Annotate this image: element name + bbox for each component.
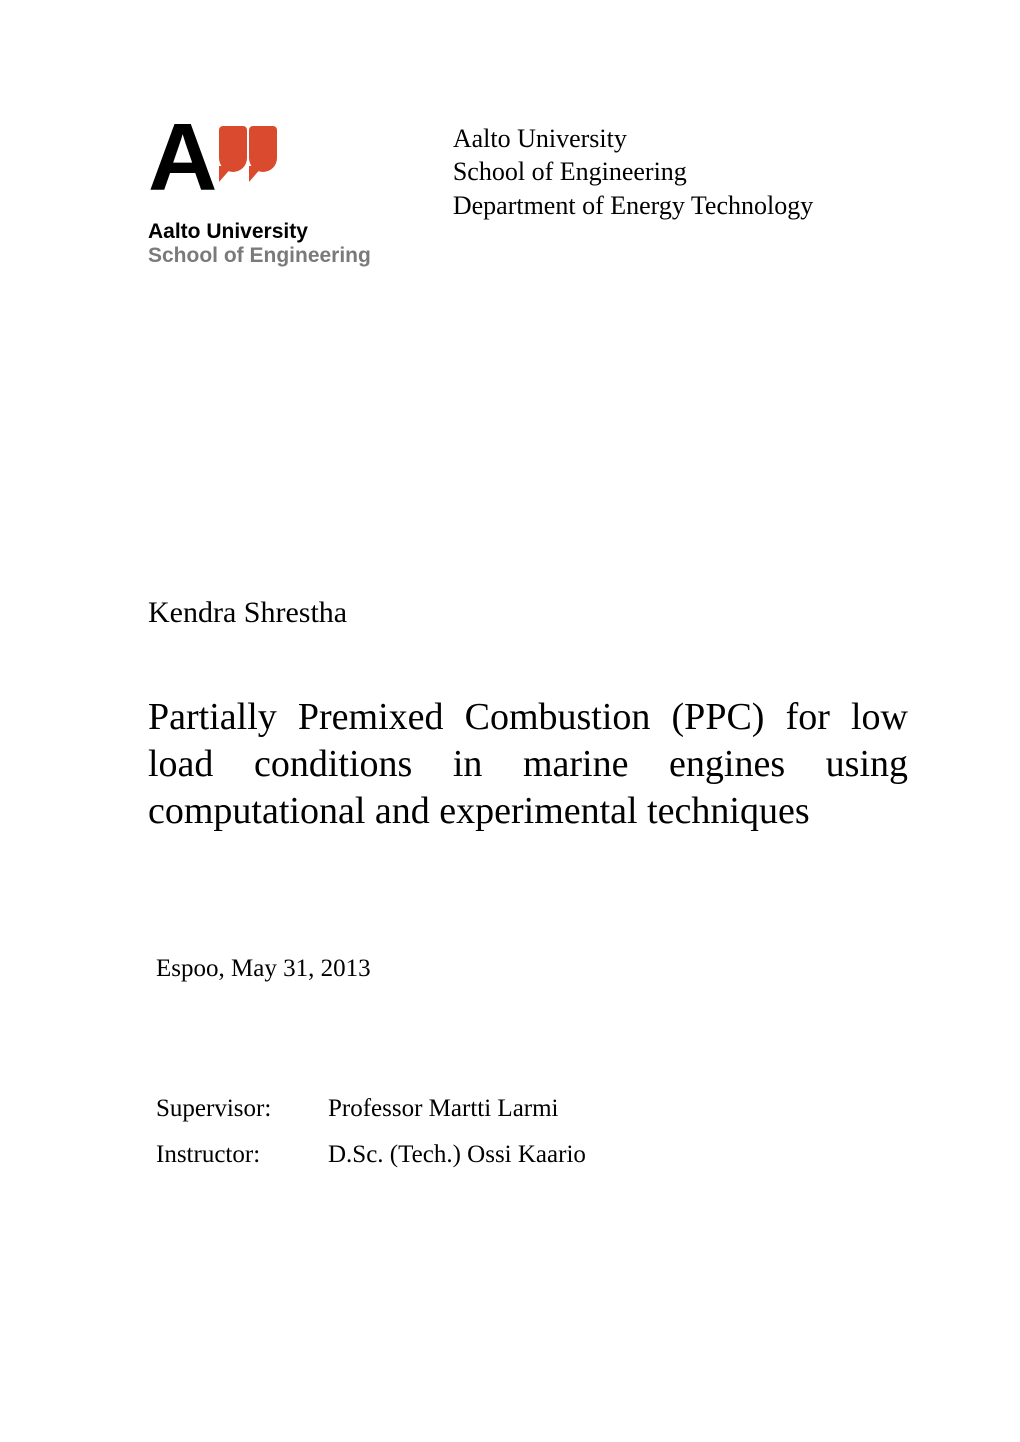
credit-label: Instructor:	[156, 1141, 328, 1169]
affiliation-line: School of Engineering	[453, 155, 908, 188]
credit-row-instructor: Instructor: D.Sc. (Tech.) Ossi Kaario	[156, 1141, 908, 1169]
quote-icon	[219, 126, 247, 172]
credit-value: Professor Martti Larmi	[328, 1095, 559, 1123]
place-date: Espoo, May 31, 2013	[156, 955, 908, 983]
logo-letter: A	[148, 120, 215, 197]
credits-block: Supervisor: Professor Martti Larmi Instr…	[156, 1095, 908, 1169]
header-row: A Aalto University School of Engineering…	[148, 120, 908, 268]
affiliation-line: Aalto University	[453, 122, 908, 155]
university-logo: A Aalto University School of Engineering	[148, 120, 371, 268]
credit-label: Supervisor:	[156, 1095, 328, 1123]
logo-wordmark-line1: Aalto University	[148, 219, 308, 244]
page-root: A Aalto University School of Engineering…	[0, 0, 1020, 1442]
logo-wordmark-line2: School of Engineering	[148, 244, 371, 268]
thesis-title: Partially Premixed Combustion (PPC) for …	[148, 694, 908, 835]
quote-icon	[249, 126, 277, 172]
author-name: Kendra Shrestha	[148, 596, 908, 630]
credit-row-supervisor: Supervisor: Professor Martti Larmi	[156, 1095, 908, 1123]
credit-value: D.Sc. (Tech.) Ossi Kaario	[328, 1141, 586, 1169]
logo-quotes-icon	[219, 126, 277, 172]
logo-mark: A	[148, 120, 277, 197]
affiliation-block: Aalto University School of Engineering D…	[453, 120, 908, 222]
affiliation-line: Department of Energy Technology	[453, 189, 908, 222]
